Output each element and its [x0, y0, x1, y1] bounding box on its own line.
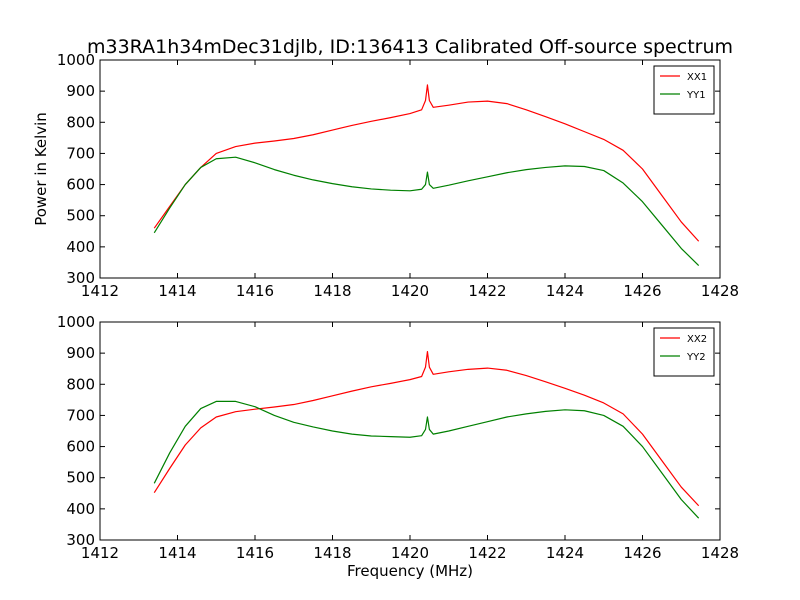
- top-legend: XX1 YY1: [653, 65, 715, 115]
- bottom-legend: XX2 YY2: [653, 327, 715, 377]
- bottom-ticks-layer: 1412 1414 1416 1418 1420 1422 1424 1426 1428 300 4…: [57, 313, 739, 562]
- y-tick-label: 600: [66, 438, 95, 456]
- x-tick-label: 1414: [158, 544, 196, 562]
- x-tick-label: 1412: [81, 282, 119, 300]
- series-line-xx2: [153, 350, 700, 507]
- bottom-panel: 1412 1414 1416 1418 1420 1422 1424 1426 1428 300 4…: [57, 313, 739, 580]
- y-tick-label: 400: [66, 500, 95, 518]
- legend-box: [653, 327, 715, 377]
- x-tick-label: 1414: [158, 282, 196, 300]
- x-tick-label: 1428: [701, 544, 739, 562]
- chart-title: m33RA1h34mDec31djlb, ID:136413 Calibrate…: [87, 36, 733, 58]
- bottom-x-axis-label: Frequency (MHz): [347, 562, 473, 580]
- legend-label-xx1: XX1: [687, 72, 707, 83]
- x-tick-label: 1428: [701, 282, 739, 300]
- x-tick-label: 1416: [236, 544, 274, 562]
- series-line-yy2: [153, 400, 700, 519]
- y-tick-label: 1000: [57, 313, 95, 331]
- x-tick-label: 1420: [391, 544, 429, 562]
- x-tick-label: 1424: [546, 544, 584, 562]
- x-tick-label: 1420: [391, 282, 429, 300]
- y-tick-label: 1000: [57, 51, 95, 69]
- top-panel: 1412 1414 1416 1418 1420 1422 1424 1426 1428 300 4…: [32, 51, 739, 300]
- legend-label-yy1: YY1: [686, 90, 706, 101]
- y-tick-label: 800: [66, 113, 95, 131]
- y-tick-label: 800: [66, 375, 95, 393]
- legend-box: [653, 65, 715, 115]
- x-tick-label: 1426: [623, 544, 661, 562]
- y-tick-label: 900: [66, 344, 95, 362]
- x-tick-label: 1418: [313, 544, 351, 562]
- legend-label-xx2: XX2: [687, 334, 707, 345]
- x-tick-label: 1422: [468, 544, 506, 562]
- bottom-series-layer: [153, 350, 700, 519]
- y-tick-label: 300: [66, 531, 95, 549]
- y-tick-label: 700: [66, 144, 95, 162]
- x-tick-label: 1418: [313, 282, 351, 300]
- x-tick-label: 1412: [81, 544, 119, 562]
- legend-label-yy2: YY2: [686, 352, 706, 363]
- x-tick-label: 1424: [546, 282, 584, 300]
- y-tick-label: 500: [66, 207, 95, 225]
- y-tick-label: 500: [66, 469, 95, 487]
- series-line-xx1: [153, 84, 700, 242]
- y-tick-label: 900: [66, 82, 95, 100]
- series-line-yy1: [153, 156, 700, 266]
- y-tick-label: 600: [66, 176, 95, 194]
- x-tick-label: 1416: [236, 282, 274, 300]
- y-tick-label: 300: [66, 269, 95, 287]
- y-tick-label: 700: [66, 406, 95, 424]
- x-tick-label: 1422: [468, 282, 506, 300]
- y-tick-label: 400: [66, 238, 95, 256]
- top-y-axis-label: Power in Kelvin: [32, 112, 50, 226]
- x-tick-label: 1426: [623, 282, 661, 300]
- top-ticks-layer: 1412 1414 1416 1418 1420 1422 1424 1426 1428 300 4…: [57, 51, 739, 300]
- top-series-layer: [153, 84, 700, 266]
